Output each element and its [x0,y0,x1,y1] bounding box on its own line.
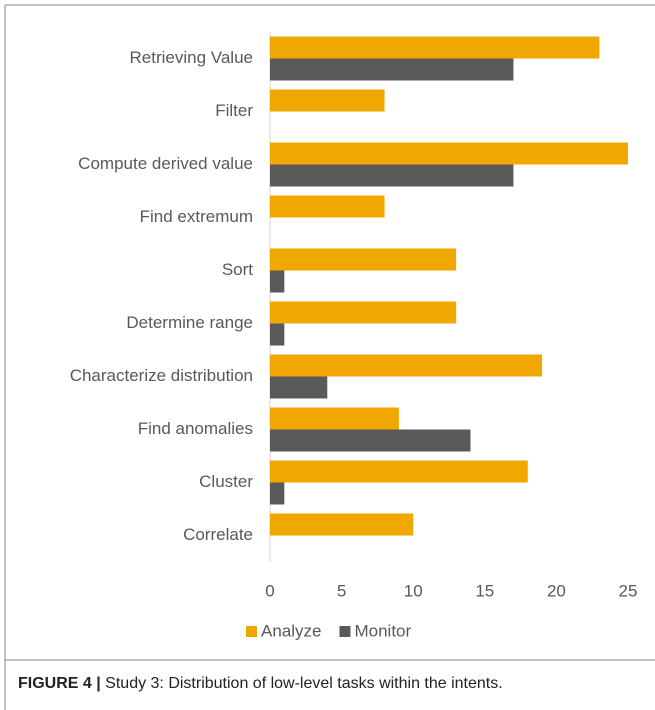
y-tick-label: Filter [215,101,253,120]
y-tick-label: Compute derived value [78,154,253,173]
legend-label: Monitor [354,621,411,640]
y-tick-label: Cluster [199,472,253,491]
bar [270,248,457,271]
bar [270,142,628,165]
y-tick-label: Correlate [183,525,253,544]
bar [270,482,285,505]
legend-label: Analyze [261,621,321,640]
y-tick-label: Find anomalies [138,419,253,438]
bar [270,58,514,81]
bar [270,354,543,377]
x-tick-label: 15 [475,581,494,600]
bar [270,164,514,187]
bar [270,270,285,293]
bar [270,429,471,452]
x-tick-label: 0 [265,581,274,600]
caption-label: FIGURE 4 | [18,675,101,692]
x-tick-label: 10 [404,581,423,600]
bar [270,407,399,430]
y-tick-label: Retrieving Value [130,48,253,67]
legend-swatch [246,626,257,637]
legend-swatch [339,626,351,637]
y-tick-label: Characterize distribution [70,366,253,385]
bar [270,460,528,483]
y-tick-label: Determine range [126,313,253,332]
bar [270,376,328,399]
caption-text: Study 3: Distribution of low-level tasks… [105,675,503,692]
y-tick-label: Find extremum [140,207,253,226]
bar [270,89,385,112]
bar [270,323,285,346]
x-tick-label: 5 [337,581,346,600]
bar [270,301,457,324]
caption: FIGURE 4 | Study 3: Distribution of low-… [18,675,503,692]
bar [270,195,385,218]
x-tick-label: 25 [619,581,638,600]
bar [270,513,414,536]
x-tick-label: 20 [547,581,566,600]
bar [270,36,600,59]
y-tick-label: Sort [222,260,253,279]
